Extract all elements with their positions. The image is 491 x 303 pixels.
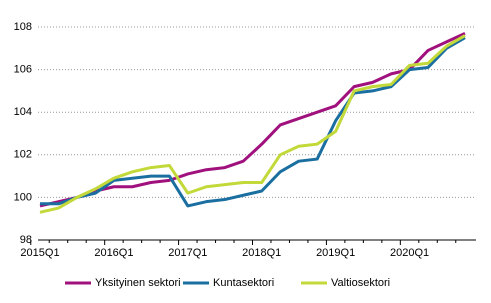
legend-label: Yksityinen sektori xyxy=(95,277,181,289)
y-tick-label: 108 xyxy=(14,21,32,33)
x-tick-label: 2018Q1 xyxy=(242,247,281,259)
y-tick-label: 106 xyxy=(14,64,32,76)
y-tick-label: 100 xyxy=(14,191,32,203)
x-tick-label: 2019Q1 xyxy=(316,247,355,259)
x-tick-label: 2017Q1 xyxy=(168,247,207,259)
y-tick-label: 98 xyxy=(20,234,32,246)
series-line xyxy=(39,32,466,208)
series-line xyxy=(40,36,466,208)
legend-label: Valtiosektori xyxy=(331,277,390,289)
legend-label: Kuntasektori xyxy=(213,277,274,289)
x-tick-label: 2020Q1 xyxy=(390,247,429,259)
x-tick-label: 2015Q1 xyxy=(20,247,59,259)
x-tick-label: 2016Q1 xyxy=(94,247,133,259)
y-tick-label: 102 xyxy=(14,149,32,161)
y-tick-label: 104 xyxy=(14,106,32,118)
series-line xyxy=(39,34,466,214)
